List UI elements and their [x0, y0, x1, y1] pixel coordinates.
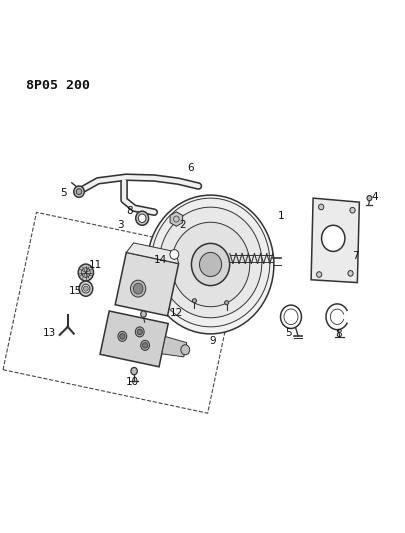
Ellipse shape	[118, 332, 127, 342]
Text: 8P05 200: 8P05 200	[26, 79, 90, 92]
Ellipse shape	[130, 280, 146, 297]
Polygon shape	[162, 336, 187, 357]
Polygon shape	[115, 253, 179, 316]
Text: 14: 14	[153, 255, 167, 265]
Ellipse shape	[76, 189, 82, 195]
Ellipse shape	[181, 345, 190, 355]
Ellipse shape	[225, 301, 229, 305]
Ellipse shape	[147, 195, 274, 334]
Polygon shape	[100, 311, 168, 367]
Ellipse shape	[131, 367, 137, 375]
Text: 15: 15	[69, 286, 83, 296]
Text: 8: 8	[126, 206, 132, 216]
Text: 5: 5	[60, 188, 67, 198]
Text: 11: 11	[89, 260, 102, 270]
Ellipse shape	[74, 186, 84, 197]
Text: 5: 5	[286, 328, 292, 338]
Ellipse shape	[170, 249, 179, 259]
Text: 12: 12	[170, 308, 183, 318]
Ellipse shape	[82, 284, 90, 293]
Ellipse shape	[135, 327, 144, 337]
Ellipse shape	[78, 264, 94, 281]
Ellipse shape	[159, 207, 262, 318]
Ellipse shape	[319, 204, 324, 210]
Polygon shape	[126, 243, 179, 263]
Text: 2: 2	[179, 220, 186, 230]
Ellipse shape	[151, 198, 270, 327]
Ellipse shape	[200, 253, 222, 277]
Text: 10: 10	[126, 377, 139, 387]
Ellipse shape	[139, 214, 146, 222]
Text: 8: 8	[335, 329, 342, 339]
Ellipse shape	[143, 343, 148, 348]
Ellipse shape	[171, 222, 250, 306]
Text: 9: 9	[209, 336, 216, 346]
Polygon shape	[311, 198, 359, 282]
Ellipse shape	[348, 271, 353, 276]
Ellipse shape	[322, 225, 345, 252]
Ellipse shape	[141, 340, 149, 350]
Ellipse shape	[79, 281, 93, 296]
Ellipse shape	[317, 272, 322, 277]
Polygon shape	[170, 212, 183, 227]
Ellipse shape	[120, 334, 125, 339]
Ellipse shape	[83, 286, 88, 291]
Ellipse shape	[137, 329, 142, 335]
Ellipse shape	[136, 211, 149, 225]
Text: 3: 3	[117, 221, 124, 230]
Text: 6: 6	[187, 163, 194, 173]
Text: 13: 13	[43, 328, 56, 338]
Text: 7: 7	[352, 251, 359, 261]
Ellipse shape	[367, 196, 372, 201]
Ellipse shape	[133, 283, 143, 294]
Text: 1: 1	[277, 211, 284, 221]
Ellipse shape	[192, 298, 196, 303]
Ellipse shape	[350, 207, 355, 213]
Ellipse shape	[192, 244, 230, 286]
Ellipse shape	[141, 311, 146, 317]
Text: 4: 4	[371, 192, 378, 203]
